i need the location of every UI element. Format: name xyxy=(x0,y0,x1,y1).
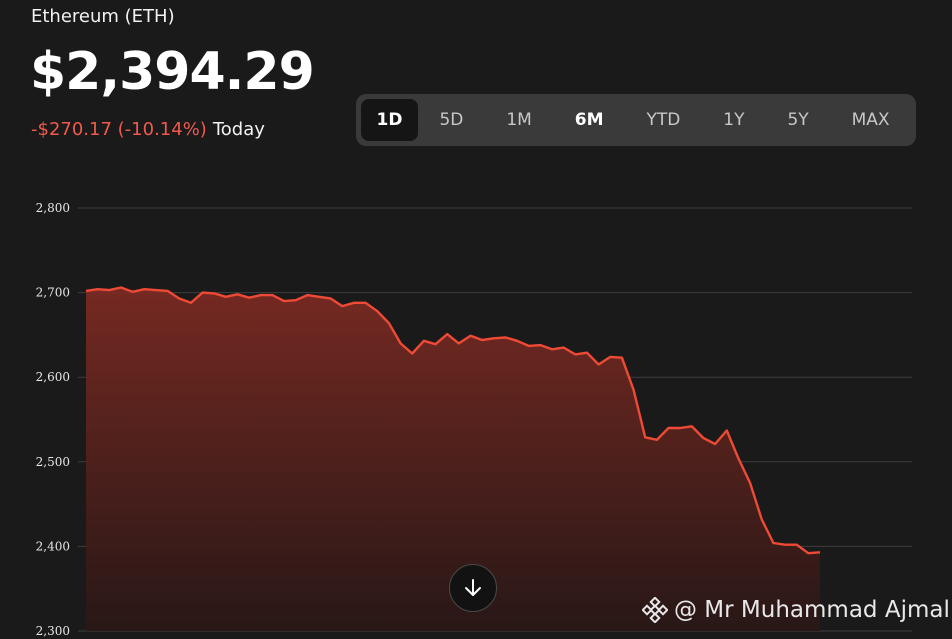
price-change-row: -$270.17 (-10.14%) Today xyxy=(31,119,265,140)
watermark-text: @ Mr Muhammad Ajmal xyxy=(674,597,950,623)
y-tick-label: 2,300 xyxy=(36,624,70,638)
binance-logo-icon xyxy=(642,597,668,623)
current-price: $2,394.29 xyxy=(30,42,315,102)
range-ytd-button[interactable]: YTD xyxy=(646,110,681,130)
arrow-down-icon xyxy=(465,579,481,596)
y-tick-label: 2,600 xyxy=(36,370,70,384)
range-1d-button[interactable]: 1D xyxy=(361,99,418,141)
price-change: -$270.17 (-10.14%) xyxy=(31,119,207,140)
time-range-selector: 1D 5D 1M 6M YTD 1Y 5Y MAX xyxy=(356,94,916,146)
price-line xyxy=(85,286,821,555)
y-tick-label: 2,700 xyxy=(36,286,70,300)
y-tick-label: 2,800 xyxy=(36,201,70,215)
watermark: @ Mr Muhammad Ajmal xyxy=(642,597,950,623)
scroll-down-button[interactable] xyxy=(449,564,497,612)
range-5y-button[interactable]: 5Y xyxy=(787,110,809,130)
change-period: Today xyxy=(212,119,265,140)
range-5d-button[interactable]: 5D xyxy=(439,110,464,130)
range-max-button[interactable]: MAX xyxy=(851,110,890,130)
price-area-fill xyxy=(86,287,820,631)
range-1m-button[interactable]: 1M xyxy=(506,110,532,130)
asset-name: Ethereum (ETH) xyxy=(31,6,175,27)
range-6m-button[interactable]: 6M xyxy=(574,110,604,130)
range-1y-button[interactable]: 1Y xyxy=(723,110,745,130)
y-tick-label: 2,400 xyxy=(36,539,70,553)
y-tick-label: 2,500 xyxy=(36,455,70,469)
